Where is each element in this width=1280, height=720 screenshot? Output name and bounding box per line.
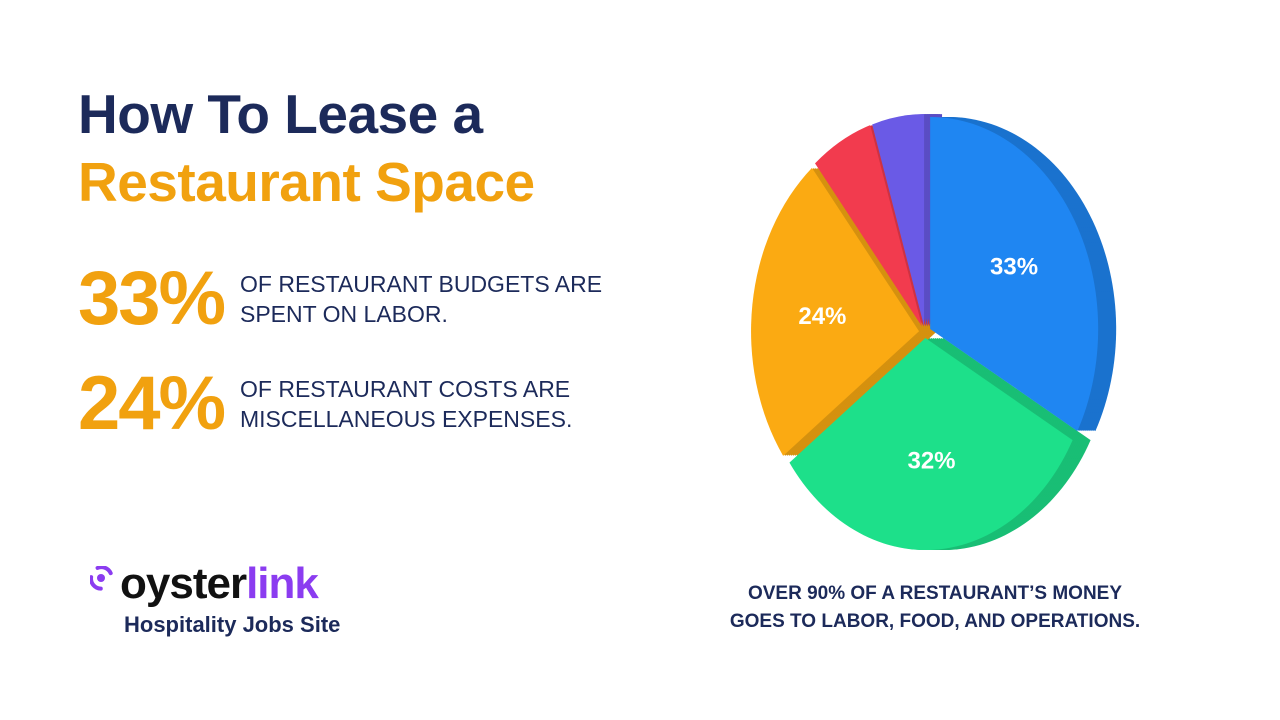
title-line-1: How To Lease a: [78, 83, 483, 145]
pie-slice-label: 24%: [798, 303, 846, 330]
pie-slice-label: 33%: [990, 253, 1038, 280]
stat-text-line: SPENT ON LABOR.: [240, 300, 448, 327]
chart-caption: OVER 90% OF A RESTAURANT’S MONEY GOES TO…: [700, 580, 1170, 636]
stat-text: OF RESTAURANT BUDGETS ARE SPENT ON LABOR.: [240, 269, 602, 329]
pie-slice: [872, 114, 925, 327]
caption-line: GOES TO LABOR, FOOD, AND OPERATIONS.: [729, 611, 1141, 632]
oysterlink-logo: oysterlink Hospitality Jobs Site: [90, 560, 340, 638]
pie-slice: [751, 167, 920, 456]
stat-value: 24%: [78, 361, 226, 446]
title-line-2: Restaurant Space: [78, 151, 535, 213]
pie-chart: 33% 32% 24%: [751, 114, 1117, 550]
logo-part-1: oyster: [120, 559, 247, 608]
stat-text-line: MISCELLANEOUS EXPENSES.: [240, 405, 573, 432]
logo-part-2: link: [246, 559, 319, 608]
stat-value: 33%: [78, 256, 226, 341]
stat-text-line: OF RESTAURANT BUDGETS ARE: [240, 270, 603, 297]
signal-icon: [90, 566, 113, 591]
stat-misc: 24% OF RESTAURANT COSTS ARE MISCELLANEOUS…: [78, 360, 572, 447]
logo-wordmark: oysterlink: [120, 560, 340, 608]
pie-slice: [815, 125, 923, 327]
logo-tagline: Hospitality Jobs Site: [124, 612, 341, 637]
pie-slice: [789, 337, 1073, 550]
stat-text: OF RESTAURANT COSTS ARE MISCELLANEOUS EXP…: [240, 374, 572, 434]
caption-line: OVER 90% OF A RESTAURANT’S MONEY: [747, 583, 1123, 604]
pie-slice-label: 32%: [907, 448, 955, 475]
stat-text-line: OF RESTAURANT COSTS ARE: [240, 375, 571, 402]
pie-slice: [930, 116, 1099, 432]
stat-labor: 33% OF RESTAURANT BUDGETS ARE SPENT ON LA…: [78, 255, 602, 342]
